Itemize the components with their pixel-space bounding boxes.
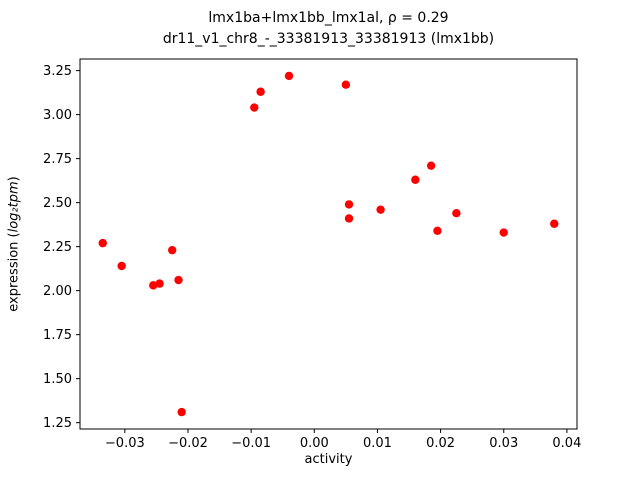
chart-title-line2: dr11_v1_chr8_-_33381913_33381913 (lmx1bb… bbox=[162, 31, 495, 47]
y-axis-label-suffix: ) bbox=[6, 176, 22, 182]
data-point bbox=[149, 281, 158, 290]
data-point bbox=[452, 208, 461, 218]
x-tick-label: 0.03 bbox=[489, 436, 518, 451]
data-point bbox=[250, 103, 259, 112]
y-tick-label: 2.50 bbox=[43, 196, 72, 211]
data-point bbox=[284, 71, 294, 81]
y-axis-label: expression (log₂tpm) bbox=[7, 176, 22, 311]
x-tick-label: −0.03 bbox=[105, 436, 145, 451]
data-point bbox=[168, 245, 177, 255]
data-point bbox=[376, 205, 385, 214]
y-tick-label: 3.25 bbox=[43, 64, 72, 79]
data-point bbox=[177, 407, 186, 417]
x-tick-label: 0.00 bbox=[300, 436, 329, 451]
data-point bbox=[98, 238, 107, 248]
data-point bbox=[550, 219, 559, 228]
data-point bbox=[174, 275, 183, 285]
x-tick-label: −0.02 bbox=[168, 436, 208, 451]
data-point bbox=[256, 87, 265, 96]
data-point bbox=[341, 80, 351, 89]
data-point bbox=[117, 261, 126, 271]
data-point bbox=[155, 279, 164, 288]
data-point bbox=[426, 161, 436, 170]
y-axis-label-prefix: expression ( bbox=[6, 232, 22, 312]
y-tick-label: 1.25 bbox=[43, 416, 72, 431]
data-point bbox=[499, 228, 508, 237]
data-point bbox=[344, 200, 354, 209]
y-tick-label: 2.00 bbox=[43, 284, 72, 299]
x-axis-label: activity bbox=[304, 452, 353, 467]
axes-frame bbox=[79, 58, 578, 430]
y-tick-label: 1.75 bbox=[43, 328, 72, 343]
y-axis-label-math: log₂tpm bbox=[6, 181, 22, 233]
data-point bbox=[411, 175, 420, 184]
data-point bbox=[433, 226, 442, 235]
data-point bbox=[344, 214, 354, 223]
chart-title-line1: lmx1ba+lmx1bb_lmx1al, ρ = 0.29 bbox=[208, 10, 449, 26]
y-tick-label: 2.75 bbox=[43, 152, 72, 167]
y-tick-label: 3.00 bbox=[43, 108, 72, 123]
x-tick-label: 0.01 bbox=[363, 436, 392, 451]
y-tick-label: 1.50 bbox=[43, 372, 72, 387]
x-tick-label: 0.04 bbox=[552, 436, 581, 451]
x-tick-label: −0.01 bbox=[231, 436, 271, 451]
x-tick-label: 0.02 bbox=[426, 436, 455, 451]
y-tick-label: 2.25 bbox=[43, 240, 72, 255]
